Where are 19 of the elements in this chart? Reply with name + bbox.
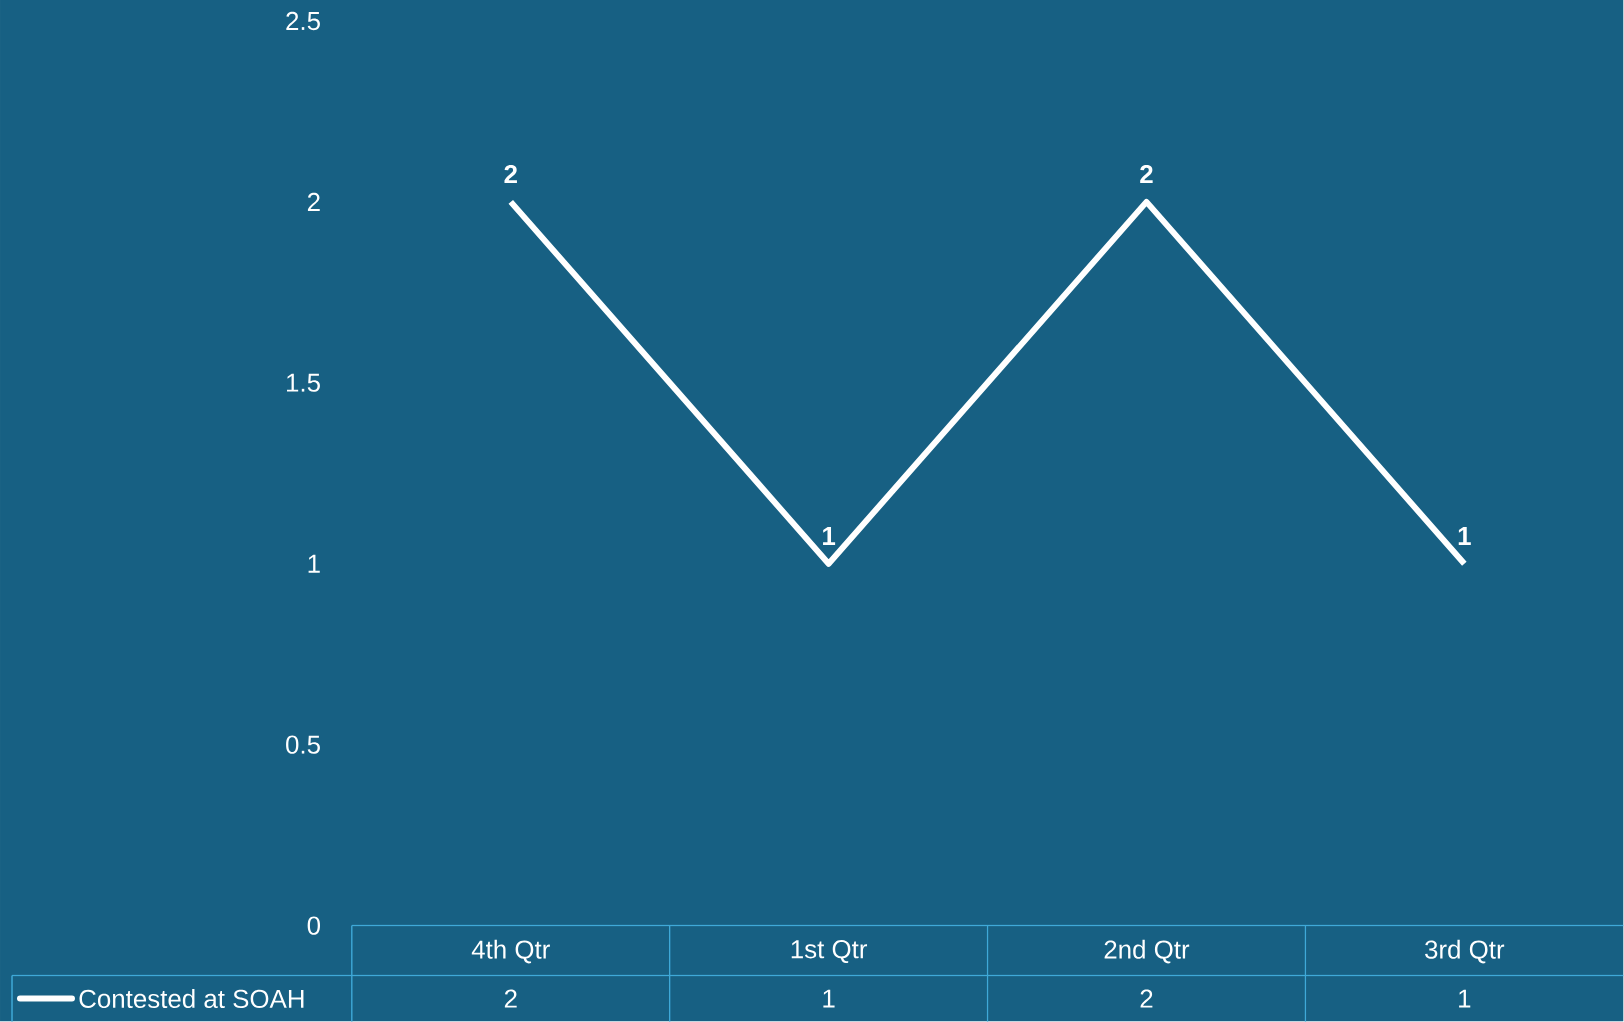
x-tick-label: 4th Qtr: [471, 939, 550, 964]
text: 2: [1140, 164, 1153, 183]
x-tick-label: 2nd Qtr: [1104, 939, 1190, 964]
x-tick-label: 1st Qtr: [791, 939, 868, 963]
y-tick-label: 1.5: [287, 373, 320, 392]
data-label: 1: [823, 989, 835, 1008]
text: 2: [504, 164, 517, 183]
x-tick-label: 3rd Qtr: [1425, 939, 1505, 964]
text: 1: [823, 526, 836, 545]
y-tick-label: 2: [307, 192, 320, 211]
y-tick-label: 0: [307, 916, 321, 935]
legend-label: Contested at SOAH: [79, 988, 304, 1008]
data-label: 2: [504, 989, 517, 1008]
y-tick-label: 2.5: [286, 11, 320, 30]
text: 1: [1458, 526, 1471, 545]
y-tick-label: 1: [308, 554, 320, 573]
data-label: 2: [1140, 989, 1153, 1008]
data-label: 1: [1459, 989, 1471, 1008]
y-tick-label: 0.5: [286, 735, 320, 754]
